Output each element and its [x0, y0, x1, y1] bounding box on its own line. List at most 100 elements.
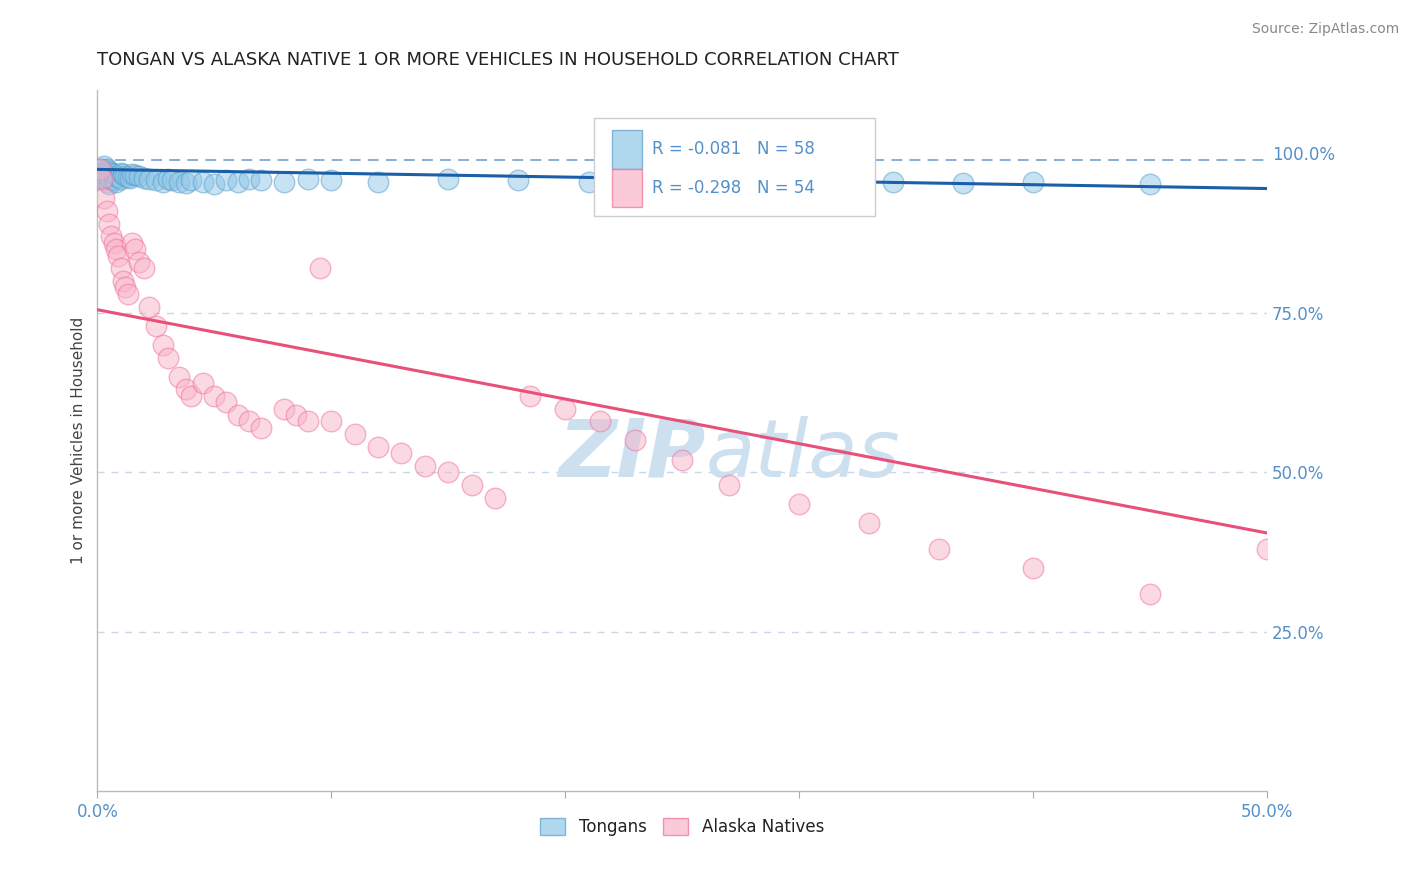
- Point: [273, 175, 295, 189]
- Point: [117, 169, 139, 184]
- Point: [297, 414, 319, 428]
- Point: [765, 177, 787, 191]
- Point: [145, 318, 167, 333]
- FancyBboxPatch shape: [612, 130, 643, 169]
- Point: [343, 427, 366, 442]
- Point: [128, 255, 150, 269]
- Point: [110, 261, 132, 276]
- Point: [138, 172, 160, 186]
- Point: [114, 280, 136, 294]
- Point: [98, 217, 121, 231]
- Point: [134, 261, 156, 276]
- Point: [250, 421, 273, 435]
- Point: [226, 175, 249, 189]
- Legend: Tongans, Alaska Natives: Tongans, Alaska Natives: [534, 811, 831, 843]
- Point: [215, 395, 238, 409]
- Point: [589, 414, 612, 428]
- Point: [180, 389, 202, 403]
- Point: [114, 169, 136, 183]
- Point: [98, 177, 121, 191]
- Point: [1139, 586, 1161, 600]
- FancyBboxPatch shape: [595, 118, 875, 216]
- Point: [191, 376, 214, 390]
- Text: R = -0.298   N = 54: R = -0.298 N = 54: [652, 179, 814, 197]
- Point: [100, 229, 122, 244]
- Point: [98, 164, 121, 178]
- Point: [91, 162, 114, 177]
- Point: [858, 516, 880, 531]
- Point: [238, 172, 260, 186]
- Point: [191, 175, 214, 189]
- Point: [238, 414, 260, 428]
- Point: [391, 446, 413, 460]
- Point: [413, 458, 436, 473]
- Point: [138, 300, 160, 314]
- Point: [578, 175, 600, 189]
- Point: [120, 171, 142, 186]
- Point: [103, 173, 125, 187]
- Point: [952, 177, 974, 191]
- Point: [285, 408, 308, 422]
- Point: [519, 389, 541, 403]
- Point: [110, 172, 132, 186]
- Point: [367, 440, 389, 454]
- Point: [1256, 541, 1278, 556]
- Point: [717, 478, 740, 492]
- Point: [437, 466, 460, 480]
- Point: [167, 369, 190, 384]
- Text: atlas: atlas: [706, 416, 900, 493]
- Text: ZIP: ZIP: [558, 416, 706, 493]
- Point: [107, 169, 129, 184]
- Point: [89, 162, 111, 177]
- Point: [174, 176, 197, 190]
- Point: [96, 162, 118, 177]
- Point: [882, 175, 904, 189]
- Point: [91, 172, 114, 186]
- Point: [124, 242, 146, 256]
- Point: [273, 401, 295, 416]
- Point: [321, 414, 343, 428]
- Point: [110, 165, 132, 179]
- Point: [297, 172, 319, 186]
- Point: [156, 172, 179, 186]
- Point: [1139, 177, 1161, 191]
- Point: [100, 172, 122, 186]
- Point: [89, 165, 111, 179]
- Point: [484, 491, 506, 505]
- Point: [811, 173, 834, 187]
- Point: [93, 172, 115, 186]
- Point: [107, 248, 129, 262]
- Point: [121, 235, 143, 250]
- Point: [215, 173, 238, 187]
- Point: [121, 167, 143, 181]
- Point: [124, 168, 146, 182]
- Point: [105, 169, 128, 183]
- Point: [93, 165, 115, 179]
- Point: [554, 401, 576, 416]
- Point: [112, 167, 135, 181]
- Point: [103, 167, 125, 181]
- Point: [787, 497, 810, 511]
- Point: [156, 351, 179, 365]
- Point: [100, 165, 122, 179]
- Point: [134, 170, 156, 185]
- Text: Source: ZipAtlas.com: Source: ZipAtlas.com: [1251, 22, 1399, 37]
- Point: [202, 389, 225, 403]
- Text: R = -0.081   N = 58: R = -0.081 N = 58: [652, 140, 814, 158]
- Point: [174, 383, 197, 397]
- Point: [695, 175, 717, 189]
- Point: [226, 408, 249, 422]
- Point: [1022, 561, 1045, 575]
- Point: [624, 434, 647, 448]
- Point: [321, 173, 343, 187]
- Point: [167, 175, 190, 189]
- Text: TONGAN VS ALASKA NATIVE 1 OR MORE VEHICLES IN HOUSEHOLD CORRELATION CHART: TONGAN VS ALASKA NATIVE 1 OR MORE VEHICL…: [97, 51, 900, 69]
- Point: [152, 338, 174, 352]
- FancyBboxPatch shape: [612, 169, 643, 207]
- Point: [105, 175, 128, 189]
- Point: [91, 169, 114, 183]
- Point: [437, 172, 460, 186]
- Point: [93, 191, 115, 205]
- Point: [96, 175, 118, 189]
- Point: [250, 173, 273, 187]
